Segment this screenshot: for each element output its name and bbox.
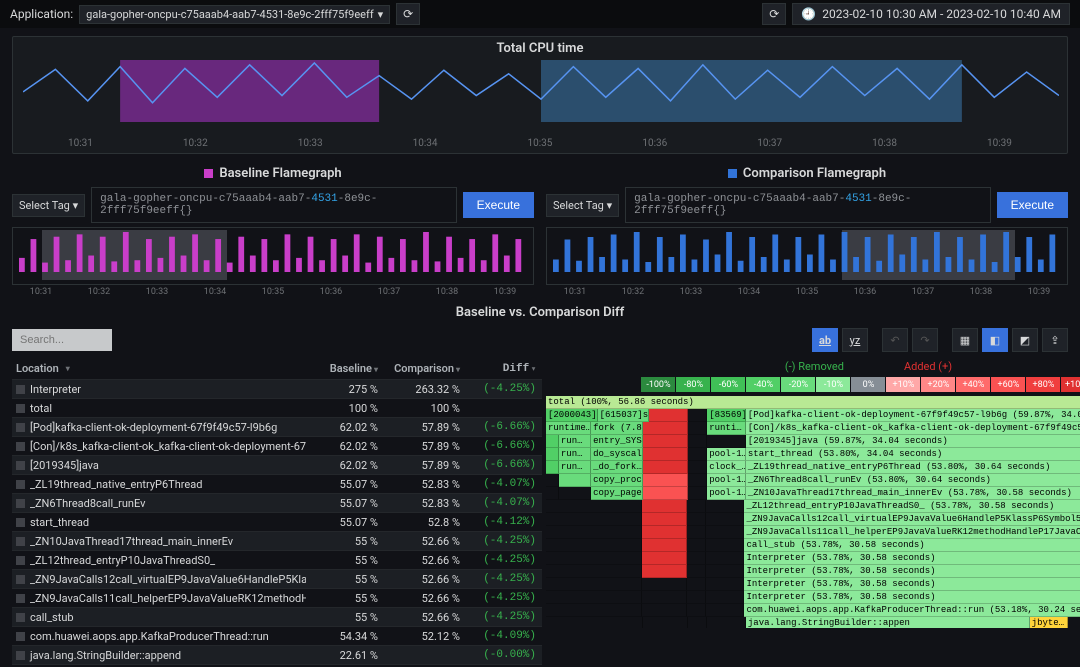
col-diff[interactable]: Diff▾ [460, 363, 542, 375]
legend-added: Added (+) [904, 360, 952, 373]
application-label: Application: [10, 7, 73, 21]
baseline-tag-select[interactable]: Select Tag ▾ [12, 194, 85, 217]
table-row[interactable]: _ZL19thread_native_entryP6Thread55.07 %5… [12, 475, 542, 494]
clock-icon: 🕘 [801, 7, 816, 21]
refresh-icon: ⟳ [769, 7, 779, 21]
cpu-chart[interactable] [13, 60, 1067, 138]
topbar-left: Application: gala-gopher-oncpu-c75aaab4-… [10, 3, 420, 25]
table-row[interactable]: _ZN6Thread8call_runEv55.07 %52.83 %(-4.0… [12, 494, 542, 513]
baseline-title-text: Baseline Flamegraph [219, 166, 341, 181]
cpu-chart-svg [23, 60, 1059, 122]
legend-removed: (-) Removed [785, 360, 844, 373]
flamegraph-area: (-) Removed Added (+) -100%-80%-60%-40%-… [546, 358, 1080, 665]
refresh-button[interactable]: ⟳ [396, 3, 420, 25]
baseline-column: Baseline Flamegraph Select Tag ▾ gala-go… [12, 164, 534, 297]
cpu-title: Total CPU time [13, 37, 1067, 60]
caret-down-icon: ▾ [378, 8, 384, 21]
top-bar: Application: gala-gopher-oncpu-c75aaab4-… [0, 0, 1080, 28]
time-range-picker[interactable]: 🕘 2023-02-10 10:30 AM - 2023-02-10 10:40… [792, 3, 1070, 25]
comparison-execute-button[interactable]: Execute [997, 192, 1068, 218]
col-comparison[interactable]: Comparison▾ [378, 362, 460, 375]
export-button[interactable]: ⇪ [1042, 328, 1068, 352]
split-icon: ◧ [990, 334, 1000, 347]
table-row[interactable]: _ZL12thread_entryP10JavaThreadS0_55 %52.… [12, 551, 542, 570]
table-icon: ▦ [960, 334, 970, 347]
table-row[interactable]: Interpreter275 %263.32 %(-4.25%) [12, 380, 542, 399]
comparison-axis: 10:3110:3210:3310:3410:3510:3610:3710:38… [546, 285, 1068, 297]
tag-select-label: Select Tag [19, 199, 70, 212]
comparison-title: Comparison Flamegraph [546, 164, 1068, 187]
diff-body: Location▾ Baseline▾ Comparison▾ Diff▾ In… [0, 358, 1080, 665]
comparison-swatch [728, 169, 737, 178]
comparison-tag-select[interactable]: Select Tag ▾ [546, 194, 619, 217]
diff-toolbar: ab yz ↶ ↷ ▦ ◧ ◩ ⇪ [0, 328, 1080, 358]
collapse-button[interactable]: ◩ [1012, 328, 1038, 352]
flamegraph[interactable]: total (100%, 56.86 seconds)[2000043][615… [546, 396, 1080, 628]
application-value: gala-gopher-oncpu-c75aaab4-aab7-4531-8e9… [86, 8, 373, 21]
undo-icon: ↶ [890, 334, 899, 347]
view-ab-button[interactable]: ab [812, 328, 838, 352]
topbar-right: ⟳ 🕘 2023-02-10 10:30 AM - 2023-02-10 10:… [762, 3, 1070, 25]
table-row[interactable]: _ZN10JavaThread17thread_main_innerEv55 %… [12, 532, 542, 551]
tag-select-label: Select Tag [553, 199, 604, 212]
baseline-swatch [204, 169, 213, 178]
comparison-column: Comparison Flamegraph Select Tag ▾ gala-… [546, 164, 1068, 297]
flamegraph-columns: Baseline Flamegraph Select Tag ▾ gala-go… [0, 164, 1080, 297]
time-range-text: 2023-02-10 10:30 AM - 2023-02-10 10:40 A… [822, 7, 1061, 21]
export-icon: ⇪ [1050, 334, 1059, 347]
undo-button[interactable]: ↶ [882, 328, 908, 352]
baseline-bars-chart[interactable] [12, 227, 534, 285]
table-row[interactable]: [Con]/k8s_kafka-client-ok_kafka-client-o… [12, 437, 542, 456]
diff-scale: -100%-80%-60%-40%-20%-10%0%+10%+20%+40%+… [546, 377, 1080, 396]
comparison-bars-chart[interactable] [546, 227, 1068, 285]
diff-title: Baseline vs. Comparison Diff [0, 297, 1080, 328]
col-location[interactable]: Location▾ [12, 362, 306, 375]
redo-icon: ↷ [920, 334, 929, 347]
table-view-button[interactable]: ▦ [952, 328, 978, 352]
baseline-title: Baseline Flamegraph [12, 164, 534, 187]
comparison-tag-row: Select Tag ▾ gala-gopher-oncpu-c75aaab4-… [546, 187, 1068, 223]
cpu-axis: 10:3110:3210:3310:3410:3510:3610:3710:38… [13, 138, 1067, 149]
table-row[interactable]: call_stub55 %52.66 %(-4.25%) [12, 608, 542, 627]
search-input[interactable] [12, 329, 112, 351]
table-row[interactable]: _ZN9JavaCalls12call_virtualEP9JavaValue6… [12, 570, 542, 589]
baseline-query-input[interactable]: gala-gopher-oncpu-c75aaab4-aab7-4531-8e9… [91, 187, 457, 223]
table-row[interactable]: total100 %100 % [12, 399, 542, 418]
table-row[interactable]: java.lang.StringBuilder::append22.61 %(-… [12, 646, 542, 665]
application-select[interactable]: gala-gopher-oncpu-c75aaab4-aab7-4531-8e9… [79, 5, 390, 24]
diff-tools: ab yz ↶ ↷ ▦ ◧ ◩ ⇪ [812, 328, 1068, 352]
cpu-panel: Total CPU time 10:3110:3210:3310:3410:35… [12, 36, 1068, 154]
redo-button[interactable]: ↷ [912, 328, 938, 352]
refresh-time-button[interactable]: ⟳ [762, 3, 786, 25]
diff-table: Location▾ Baseline▾ Comparison▾ Diff▾ In… [12, 358, 542, 665]
col-baseline[interactable]: Baseline▾ [306, 362, 378, 375]
table-row[interactable]: [Pod]kafka-client-ok-deployment-67f9f49c… [12, 418, 542, 437]
table-row[interactable]: [2019345]java62.02 %57.89 %(-6.66%) [12, 456, 542, 475]
diff-legend: (-) Removed Added (+) [546, 358, 1080, 377]
table-row[interactable]: _ZN9JavaCalls11call_helperEP9JavaValueRK… [12, 589, 542, 608]
comparison-query-input[interactable]: gala-gopher-oncpu-c75aaab4-aab7-4531-8e9… [625, 187, 991, 223]
baseline-tag-row: Select Tag ▾ gala-gopher-oncpu-c75aaab4-… [12, 187, 534, 223]
collapse-icon: ◩ [1020, 334, 1030, 347]
comparison-title-text: Comparison Flamegraph [743, 166, 886, 181]
baseline-execute-button[interactable]: Execute [463, 192, 534, 218]
table-header: Location▾ Baseline▾ Comparison▾ Diff▾ [12, 358, 542, 380]
view-yz-button[interactable]: yz [842, 328, 868, 352]
refresh-icon: ⟳ [403, 7, 413, 21]
table-row[interactable]: com.huawei.aops.app.KafkaProducerThread:… [12, 627, 542, 646]
table-row[interactable]: start_thread55.07 %52.8 %(-4.12%) [12, 513, 542, 532]
baseline-axis: 10:3110:3210:3310:3410:3510:3610:3710:38… [12, 285, 534, 297]
both-view-button[interactable]: ◧ [982, 328, 1008, 352]
